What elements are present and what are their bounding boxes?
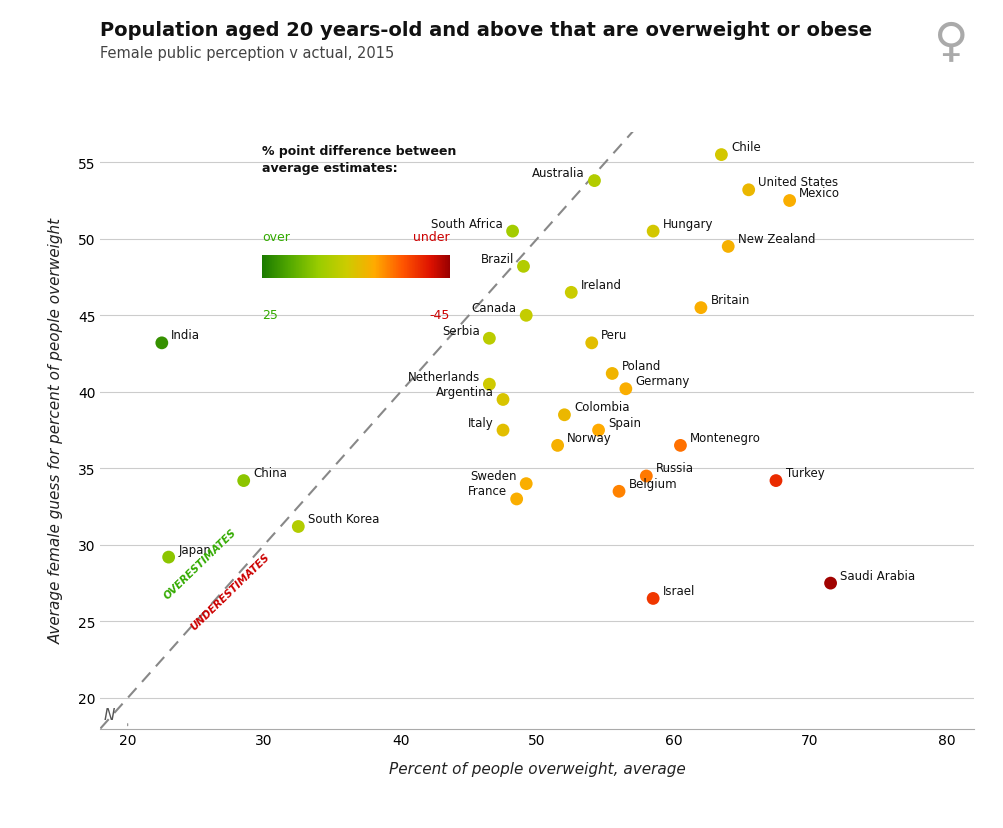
Text: Britain: Britain bbox=[710, 294, 749, 306]
Point bbox=[645, 592, 661, 605]
Point bbox=[604, 368, 620, 381]
Text: United States: United States bbox=[757, 176, 838, 189]
Text: Canada: Canada bbox=[471, 301, 517, 315]
Point bbox=[692, 301, 708, 315]
Text: Russia: Russia bbox=[655, 462, 693, 475]
Point bbox=[780, 195, 796, 208]
Point bbox=[740, 184, 756, 197]
Text: India: India bbox=[172, 329, 201, 342]
Y-axis label: Average female guess for percent of people overweight: Average female guess for percent of peop… bbox=[49, 218, 64, 643]
Text: over: over bbox=[262, 231, 290, 243]
Point bbox=[480, 378, 496, 392]
Text: Turkey: Turkey bbox=[784, 466, 823, 479]
Text: Population aged 20 years-old and above that are overweight or obese: Population aged 20 years-old and above t… bbox=[100, 21, 872, 40]
Text: France: France bbox=[467, 485, 507, 498]
Point bbox=[160, 551, 177, 564]
Text: South Africa: South Africa bbox=[431, 217, 503, 230]
Point bbox=[515, 260, 531, 273]
Text: -45: -45 bbox=[429, 308, 449, 321]
Point bbox=[611, 485, 627, 498]
Text: Argentina: Argentina bbox=[435, 386, 493, 398]
Text: Belgium: Belgium bbox=[628, 477, 677, 490]
Text: Germany: Germany bbox=[635, 375, 689, 388]
Point bbox=[672, 439, 688, 452]
Text: Hungary: Hungary bbox=[662, 217, 712, 230]
Text: UNDERESTIMATES: UNDERESTIMATES bbox=[189, 551, 272, 631]
Text: % point difference between
average estimates:: % point difference between average estim… bbox=[262, 144, 456, 175]
Text: Ireland: Ireland bbox=[581, 278, 621, 291]
Text: Mexico: Mexico bbox=[798, 187, 840, 200]
Text: ♀: ♀ bbox=[934, 21, 968, 65]
Point bbox=[583, 337, 599, 350]
Text: 25: 25 bbox=[262, 308, 278, 321]
Point bbox=[480, 332, 496, 345]
Text: under: under bbox=[413, 231, 449, 243]
Text: New Zealand: New Zealand bbox=[737, 233, 814, 246]
Point bbox=[719, 240, 735, 253]
Point bbox=[518, 310, 534, 323]
Text: China: China bbox=[253, 466, 287, 479]
Point bbox=[549, 439, 565, 452]
Text: Saudi Arabia: Saudi Arabia bbox=[840, 569, 915, 582]
Text: Spain: Spain bbox=[608, 416, 641, 429]
Text: Brazil: Brazil bbox=[480, 253, 514, 266]
Point bbox=[713, 149, 729, 162]
Text: OVERESTIMATES: OVERESTIMATES bbox=[161, 527, 238, 600]
Text: Montenegro: Montenegro bbox=[689, 431, 760, 445]
Point bbox=[586, 175, 602, 188]
Text: Poland: Poland bbox=[621, 359, 660, 373]
Point bbox=[638, 469, 654, 483]
Text: N: N bbox=[103, 708, 114, 723]
Point bbox=[505, 225, 521, 238]
Point bbox=[509, 493, 525, 506]
Point bbox=[645, 225, 661, 238]
Point bbox=[821, 577, 838, 590]
Point bbox=[494, 393, 511, 407]
Text: Norway: Norway bbox=[567, 431, 611, 445]
Point bbox=[236, 474, 252, 488]
X-axis label: Percent of people overweight, average: Percent of people overweight, average bbox=[388, 762, 685, 777]
Point bbox=[617, 383, 633, 396]
Point bbox=[767, 474, 783, 488]
Text: Serbia: Serbia bbox=[441, 325, 479, 337]
Text: Italy: Italy bbox=[467, 416, 493, 429]
Text: Colombia: Colombia bbox=[574, 401, 629, 414]
Text: South Korea: South Korea bbox=[308, 513, 379, 525]
Point bbox=[590, 424, 606, 437]
Point bbox=[518, 478, 534, 491]
Point bbox=[290, 520, 306, 533]
Text: Female public perception v actual, 2015: Female public perception v actual, 2015 bbox=[100, 46, 394, 60]
Text: Japan: Japan bbox=[178, 543, 211, 556]
Text: Chile: Chile bbox=[730, 141, 760, 154]
Text: Peru: Peru bbox=[601, 329, 627, 342]
Text: Australia: Australia bbox=[532, 167, 585, 180]
Point bbox=[563, 286, 579, 300]
Point bbox=[494, 424, 511, 437]
Point bbox=[153, 337, 170, 350]
Text: Israel: Israel bbox=[662, 585, 694, 597]
Point bbox=[556, 409, 572, 422]
Text: Netherlands: Netherlands bbox=[407, 370, 479, 383]
Text: Sweden: Sweden bbox=[469, 469, 517, 483]
